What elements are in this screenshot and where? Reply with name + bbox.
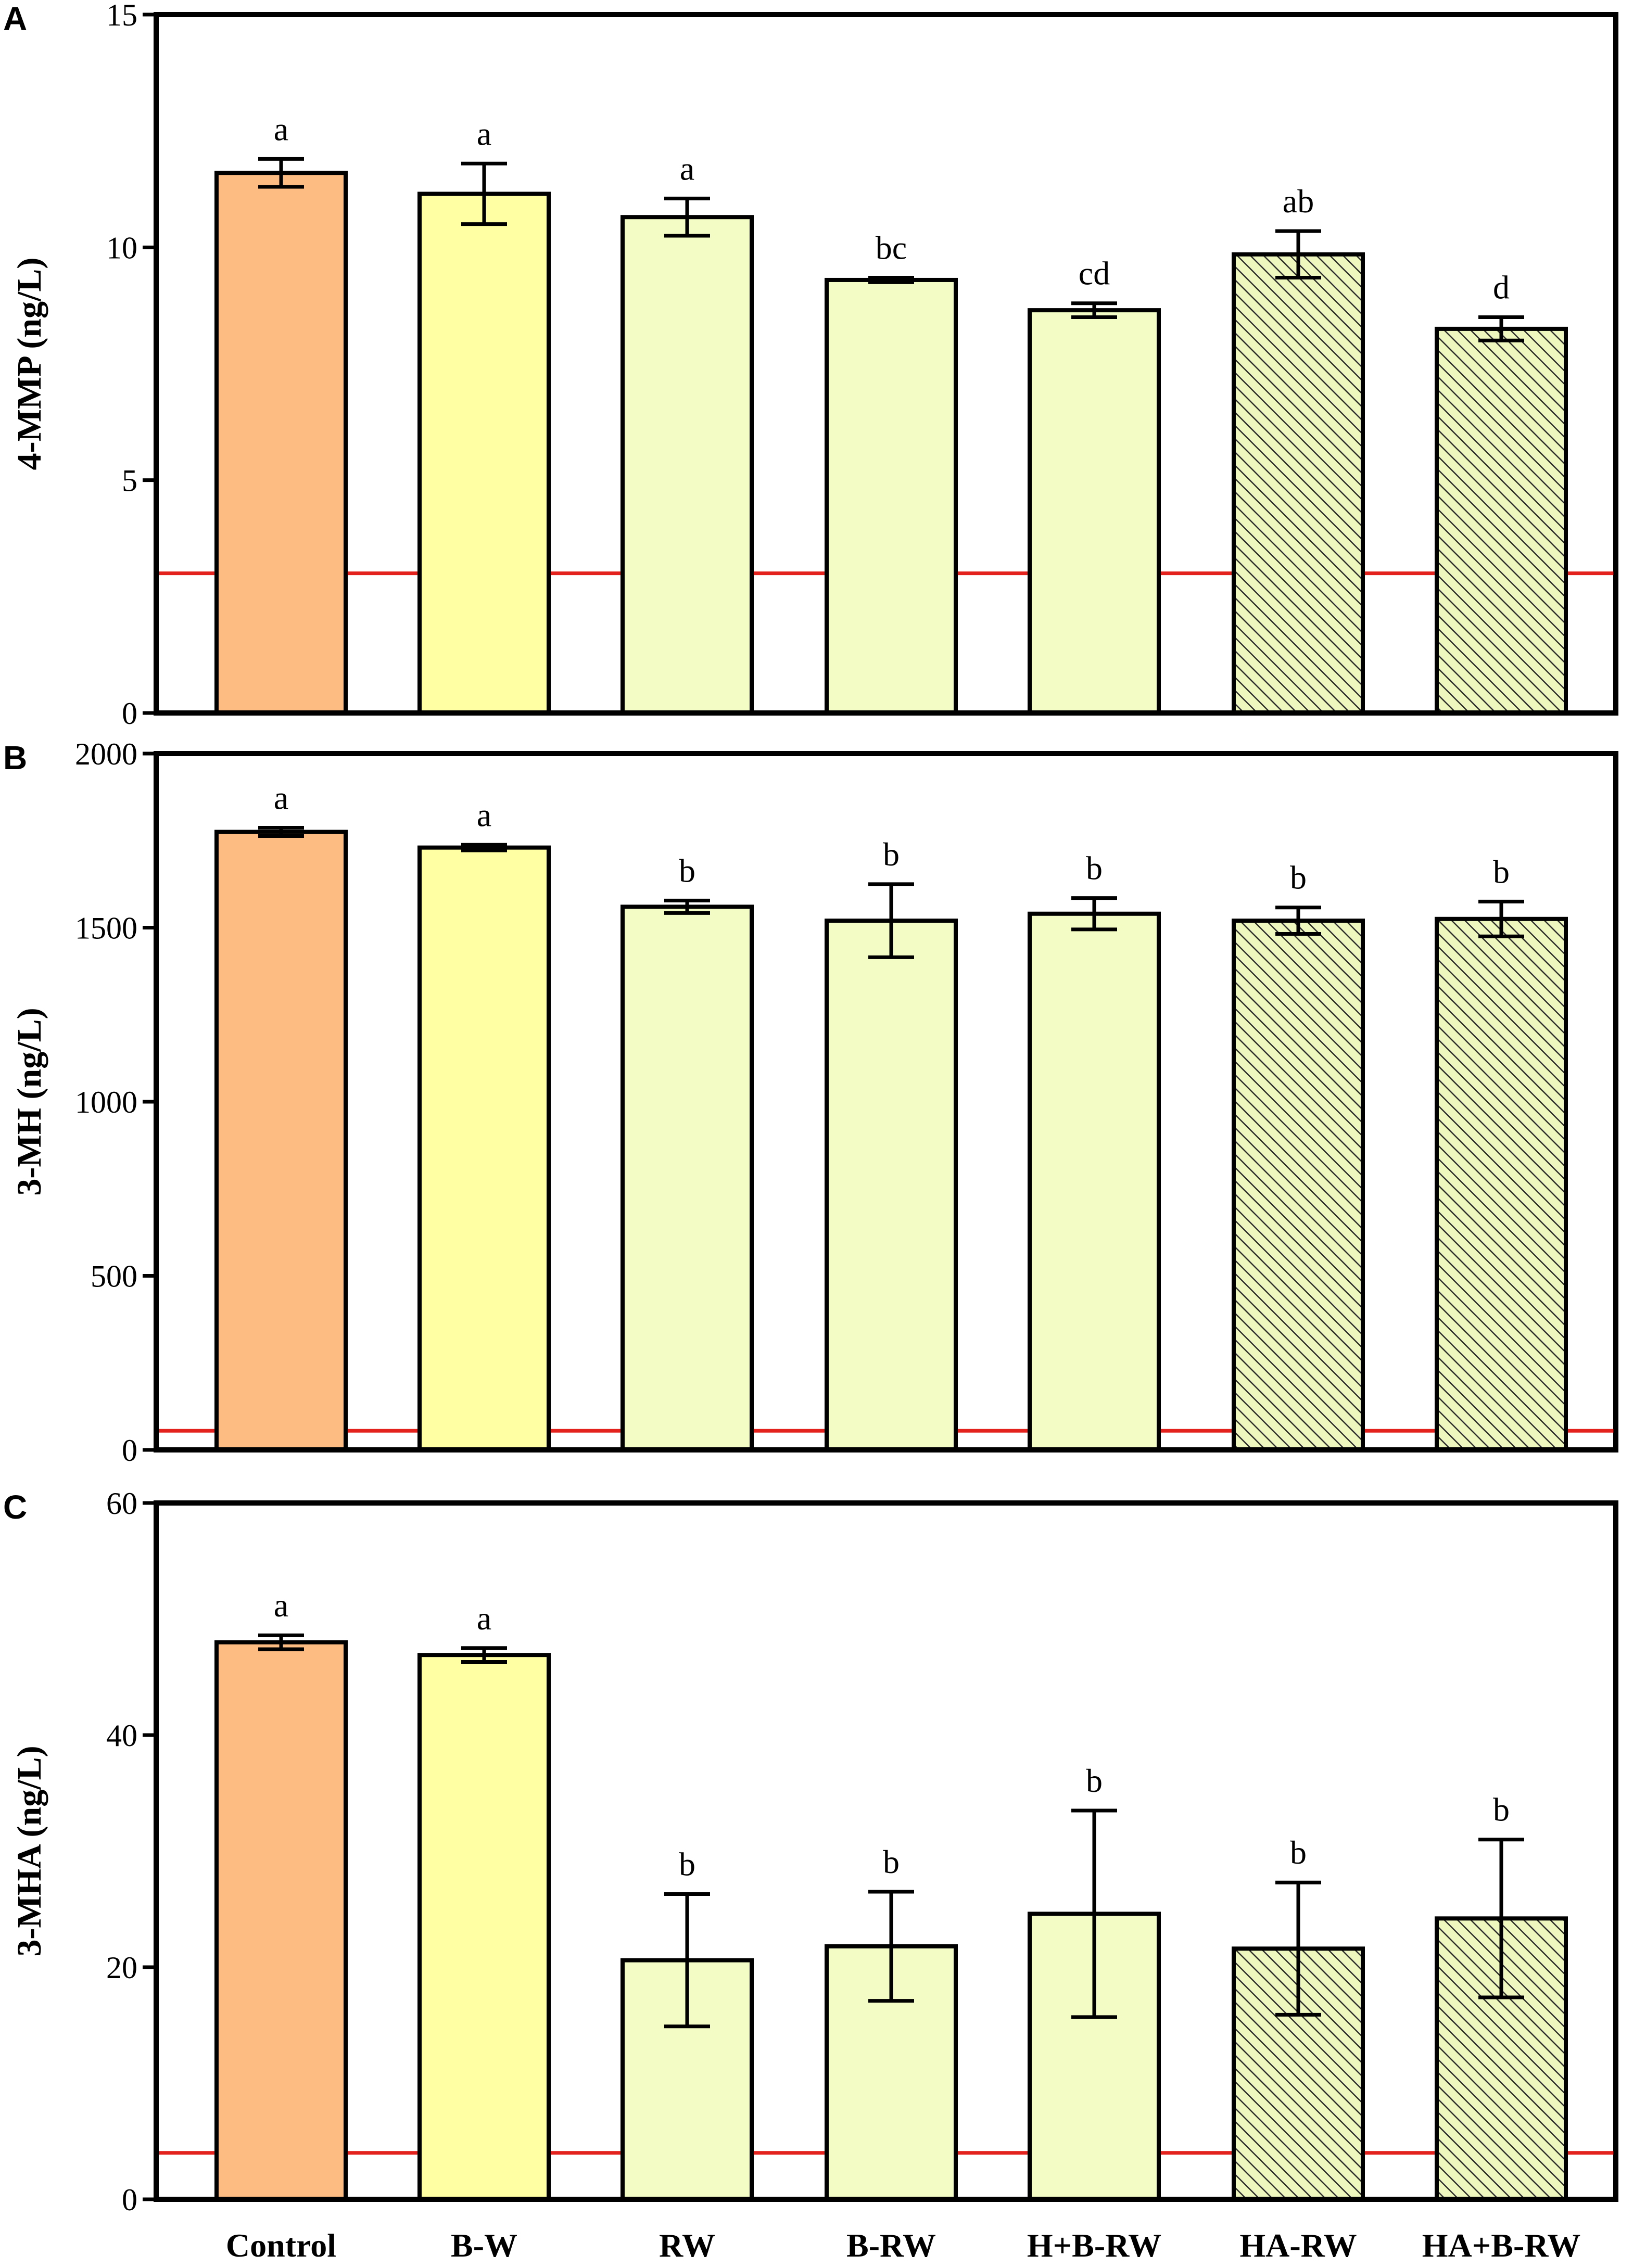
panel-b: B 3-MH (ng/L) a a b b b b b 0 500 1000 1500 2000 (3, 737, 1618, 1468)
significance-label: cd (1079, 255, 1110, 292)
bar-control (214, 830, 348, 1452)
significance-label: b (883, 1843, 900, 1880)
bar-ha-rw (1232, 252, 1365, 715)
significance-label: ab (1283, 183, 1314, 220)
bar-ha-rw (1232, 919, 1365, 1452)
bar-b-w (417, 845, 551, 1452)
x-category-label: Control (226, 2227, 336, 2264)
y-tick-label: 1000 (75, 1085, 137, 1119)
y-tick-label: 1500 (75, 911, 137, 946)
bar-ha-b-rw (1435, 326, 1568, 715)
bar-b-w (417, 1653, 551, 2201)
bar-h-b-rw (1028, 308, 1161, 715)
bar-h-b-rw (1028, 911, 1161, 1452)
significance-label: a (680, 150, 694, 187)
y-axis-title: 3-MHA (ng/L) (10, 1745, 48, 1956)
x-category-label: HA+B-RW (1422, 2227, 1580, 2264)
significance-label: b (1493, 1791, 1510, 1828)
significance-label: b (1493, 853, 1510, 890)
plot-frame (154, 1500, 1618, 2202)
significance-label: b (1086, 1762, 1103, 1799)
significance-label: a (274, 110, 288, 147)
significance-label: b (1290, 859, 1307, 896)
significance-label: b (1086, 850, 1103, 887)
x-category-label: HA-RW (1239, 2227, 1357, 2264)
significance-label: a (274, 779, 288, 816)
significance-label: b (1290, 1834, 1307, 1871)
y-axis-title: 3-MH (ng/L) (10, 1008, 48, 1195)
x-axis-labels: Control B-W RW B-RW H+B-RW HA-RW HA+B-RW (226, 2227, 1580, 2264)
significance-label: d (1493, 269, 1510, 306)
significance-label: a (274, 1587, 288, 1624)
y-tick-label: 0 (122, 2183, 137, 2217)
panel-c: C 3-MHA (ng/L) a a b b b b b 0 20 40 60 (3, 1486, 1618, 2217)
plot-frame (154, 12, 1618, 716)
y-tick-label: 40 (106, 1718, 137, 1753)
bar-control (214, 1640, 348, 2202)
y-axis-title: 4-MMP (ng/L) (10, 258, 48, 470)
panel-letter: B (3, 739, 27, 776)
y-tick-label: 5 (122, 464, 137, 498)
x-category-label: B-W (451, 2227, 517, 2264)
y-tick-label: 10 (106, 231, 137, 265)
y-tick-label: 60 (106, 1486, 137, 1521)
significance-label: b (883, 836, 900, 873)
significance-label: bc (876, 229, 907, 266)
x-category-label: H+B-RW (1027, 2227, 1161, 2264)
bar-rw (621, 904, 754, 1452)
y-tick-label: 0 (122, 1433, 137, 1468)
y-tick-label: 500 (91, 1259, 137, 1294)
x-category-label: RW (659, 2227, 715, 2264)
bar-ha-b-rw (1435, 916, 1568, 1452)
y-tick-label: 20 (106, 1951, 137, 1985)
significance-label: a (477, 1600, 491, 1637)
panel-a: A 4-MMP (ng/L) a a a bc cd ab d 0 5 10 15 (3, 0, 1618, 731)
significance-label: b (679, 852, 695, 889)
panel-letter: A (3, 0, 27, 37)
significance-label: a (477, 115, 491, 152)
y-tick-label: 0 (122, 696, 137, 731)
y-tick-label: 15 (106, 0, 137, 32)
bar-b-rw (825, 919, 958, 1452)
bar-b-rw (825, 277, 958, 715)
bar-control (214, 171, 348, 716)
bar-rw (621, 215, 754, 715)
panel-letter: C (3, 1488, 27, 1526)
y-tick-label: 2000 (75, 737, 137, 771)
significance-label: a (477, 796, 491, 833)
bar-b-w (417, 192, 551, 715)
x-category-label: B-RW (846, 2227, 936, 2264)
significance-label: b (679, 1846, 695, 1883)
